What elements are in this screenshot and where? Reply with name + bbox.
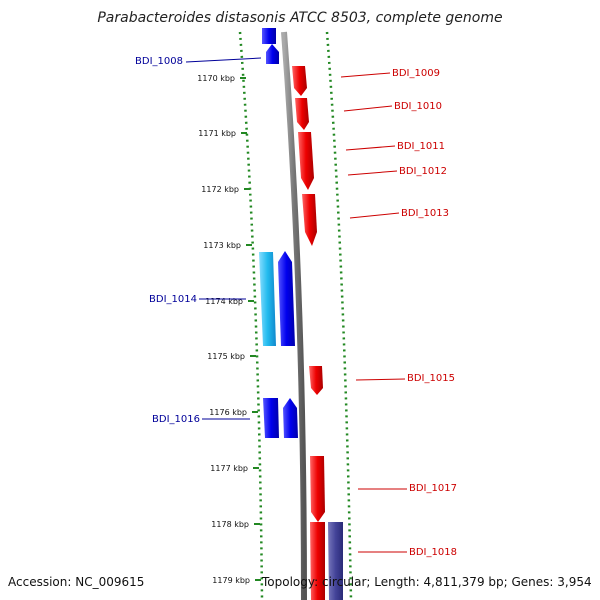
gene-arrow-bdi-1018	[310, 522, 325, 600]
gene-arrow-reverse-top	[262, 28, 276, 44]
gene-arrow-bdi-1014-a	[259, 252, 276, 346]
scale-tick-label: 1179 kbp	[212, 576, 250, 585]
gene-label[interactable]: BDI_1012	[399, 166, 447, 177]
scale-tick-label: 1173 kbp	[203, 241, 241, 250]
gene-label[interactable]: BDI_1010	[394, 101, 442, 112]
scale-tick-label: 1172 kbp	[201, 185, 239, 194]
gene-label[interactable]: BDI_1014	[149, 294, 197, 305]
gene-arrow-bdi-1010	[295, 98, 309, 130]
scale-ring-inner	[238, 31, 264, 600]
gene-label[interactable]: BDI_1013	[401, 208, 449, 219]
gene-label[interactable]: BDI_1018	[409, 547, 457, 558]
gene-label-leader	[355, 378, 406, 381]
map-title: Parabacteroides distasonis ATCC 8503, co…	[97, 10, 503, 26]
gene-labels: BDI_1008 BDI_1009 BDI_1010 BDI_1011 BDI_1012…	[135, 56, 457, 558]
gene-arrow-bdi-1008	[266, 44, 279, 64]
gene-arrow-bdi-1013	[302, 194, 317, 246]
gene-label[interactable]: BDI_1016	[152, 414, 200, 425]
gene-arrow-bdi-1017	[310, 456, 325, 522]
gene-arrow-bdi-1011	[298, 132, 314, 190]
accession-text: Accession: NC_009615	[8, 575, 145, 589]
scale-tick-label: 1174 kbp	[205, 297, 243, 306]
gene-arrow-bdi-1015	[309, 366, 323, 395]
scale-tick-label: 1175 kbp	[207, 352, 245, 361]
gene-label[interactable]: BDI_1009	[392, 68, 440, 79]
gene-label-leader	[349, 212, 400, 219]
gene-label-leader	[345, 145, 396, 151]
gene-label-leader	[185, 57, 262, 63]
scale-tick-label: 1170 kbp	[197, 74, 235, 83]
gene-arrow-bdi-1014-b	[278, 251, 295, 346]
gene-label[interactable]: BDI_1017	[409, 483, 457, 494]
scale-ring-outer	[325, 31, 353, 600]
scale-tick-label: 1176 kbp	[209, 408, 247, 417]
gene-label-leader	[340, 72, 391, 78]
gene-label-leader	[343, 105, 393, 112]
scale-ticks: 1170 kbp 1171 kbp 1172 kbp 1173 kbp 1174 kbp…	[197, 74, 261, 585]
scale-tick-label: 1177 kbp	[210, 464, 248, 473]
gene-arrow-other	[328, 522, 343, 600]
gene-label[interactable]: BDI_1011	[397, 141, 445, 152]
topology-text: Topology: circular; Length: 4,811,379 bp…	[262, 575, 592, 589]
scale-tick-label: 1171 kbp	[198, 129, 236, 138]
gene-arrow-bdi-1016-a	[263, 398, 279, 438]
scale-tick-label: 1178 kbp	[211, 520, 249, 529]
gene-label-leader	[347, 170, 398, 176]
genome-backbone	[281, 31, 307, 600]
gene-arrow-bdi-1009	[292, 66, 307, 96]
gene-arrow-bdi-1016-b	[283, 398, 298, 438]
gene-label[interactable]: BDI_1015	[407, 373, 455, 384]
gene-label[interactable]: BDI_1008	[135, 56, 183, 67]
